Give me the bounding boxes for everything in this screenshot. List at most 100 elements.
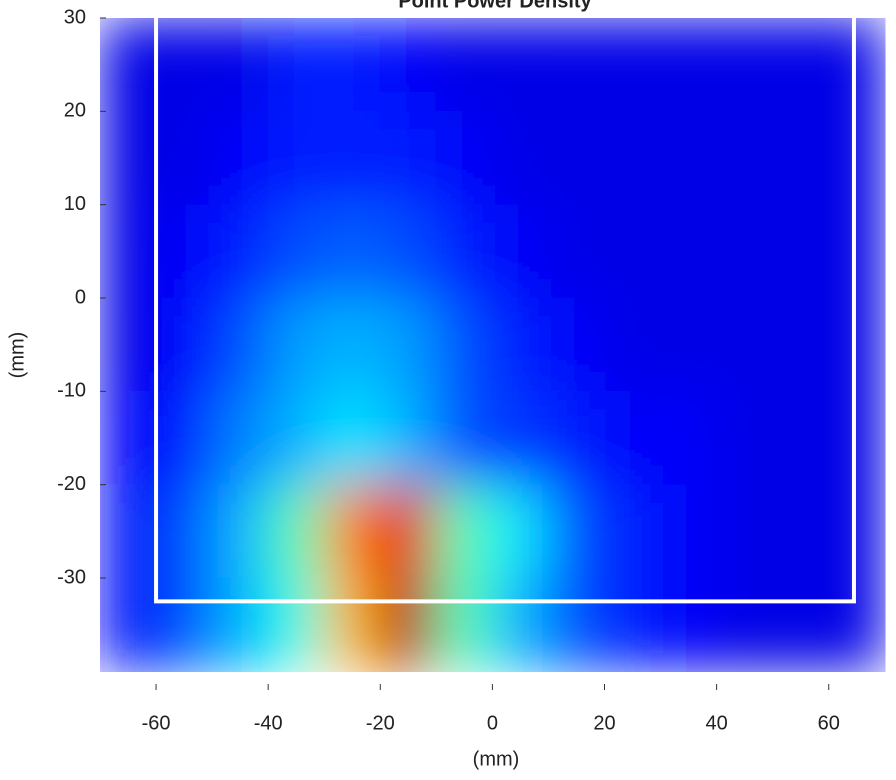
heat-cell — [211, 390, 269, 486]
heat-cell — [604, 390, 662, 486]
heat-cell — [100, 204, 157, 299]
heat-cell — [660, 577, 718, 672]
heat-cell — [155, 484, 213, 579]
heat-cell — [491, 390, 549, 486]
heat-cell — [772, 18, 830, 112]
heat-cell — [772, 577, 830, 672]
heat-cell — [435, 18, 493, 112]
heat-cell — [211, 577, 269, 672]
x-tick-label: -60 — [142, 712, 171, 734]
region-box — [154, 18, 856, 604]
heat-cell — [547, 484, 606, 579]
heat-cell — [716, 577, 774, 672]
y-tick-label: 10 — [64, 193, 86, 215]
heat-cell — [100, 577, 157, 672]
heat-cell — [716, 110, 774, 206]
heat-cell — [828, 484, 886, 579]
heat-cell — [435, 110, 493, 206]
heat-cell — [660, 297, 718, 392]
y-tick-label: 0 — [75, 286, 86, 308]
heat-cell — [828, 390, 886, 486]
x-tick-label: 20 — [593, 712, 615, 734]
chart-title: Point Power Density — [398, 0, 592, 12]
heat-cell — [716, 484, 774, 579]
heat-cell — [267, 577, 325, 672]
heat-cell — [435, 297, 493, 392]
heat-cell — [772, 204, 830, 299]
heat-cell — [267, 484, 325, 579]
heat-cell — [323, 18, 381, 112]
heat-cell — [379, 390, 437, 486]
heat-cell — [267, 110, 325, 206]
heat-cell — [211, 204, 269, 299]
heat-cell — [491, 577, 549, 672]
heat-cell — [491, 484, 549, 579]
heat-cell — [379, 297, 437, 392]
heat-cell — [267, 18, 325, 112]
heat-cell — [772, 110, 830, 206]
heat-cell — [828, 204, 886, 299]
heat-cell — [435, 204, 493, 299]
y-tick-label: -30 — [57, 566, 86, 588]
heat-cell — [323, 484, 381, 579]
heat-cell — [604, 18, 662, 112]
heat-cell — [323, 577, 381, 672]
heat-cell — [267, 390, 325, 486]
y-tick-label: -20 — [57, 473, 86, 495]
heat-cell — [547, 577, 606, 672]
heat-cell — [211, 297, 269, 392]
heat-cell — [660, 484, 718, 579]
heat-cell — [155, 18, 213, 112]
heat-cell — [435, 577, 493, 672]
heat-cell — [100, 297, 157, 392]
heat-cell — [660, 110, 718, 206]
x-tick-label: -20 — [366, 712, 395, 734]
heat-cell — [323, 110, 381, 206]
heat-cell — [772, 390, 830, 486]
heat-cell — [379, 204, 437, 299]
heat-cell — [604, 577, 662, 672]
heat-cell — [155, 204, 213, 299]
heat-cell — [155, 110, 213, 206]
x-tick-label: 40 — [705, 712, 727, 734]
heat-cell — [547, 110, 606, 206]
x-tick-label: 0 — [487, 712, 498, 734]
heat-cell — [211, 484, 269, 579]
heat-cell — [660, 204, 718, 299]
heat-cell — [716, 297, 774, 392]
heat-cell — [660, 390, 718, 486]
heat-cell — [547, 390, 606, 486]
x-tick-label: 60 — [818, 712, 840, 734]
heat-cell — [323, 297, 381, 392]
heat-cell — [323, 204, 381, 299]
heat-cell — [604, 110, 662, 206]
heat-cell — [267, 297, 325, 392]
heat-cell — [491, 204, 549, 299]
heat-cell — [716, 18, 774, 112]
y-tick-label: 20 — [64, 100, 86, 122]
heat-cell — [604, 204, 662, 299]
x-axis-label: (mm) — [473, 748, 520, 770]
y-axis-label: (mm) — [6, 332, 28, 379]
heat-cell — [828, 577, 886, 672]
heat-cell — [491, 18, 549, 112]
heat-cell — [379, 484, 437, 579]
heat-cell — [100, 390, 157, 486]
heat-cell — [379, 110, 437, 206]
x-tick-label: -40 — [254, 712, 283, 734]
heat-cell — [660, 18, 718, 112]
heat-cell — [716, 204, 774, 299]
heat-cell — [155, 390, 213, 486]
heat-cell — [100, 484, 157, 579]
heat-cell — [491, 297, 549, 392]
heat-cell — [547, 204, 606, 299]
heat-cell — [435, 484, 493, 579]
heat-cell — [828, 110, 886, 206]
heat-cell — [379, 18, 437, 112]
heatmap — [100, 18, 886, 672]
heat-cell — [604, 297, 662, 392]
heat-cell — [435, 390, 493, 486]
heat-cell — [155, 297, 213, 392]
heat-cell — [828, 18, 886, 112]
